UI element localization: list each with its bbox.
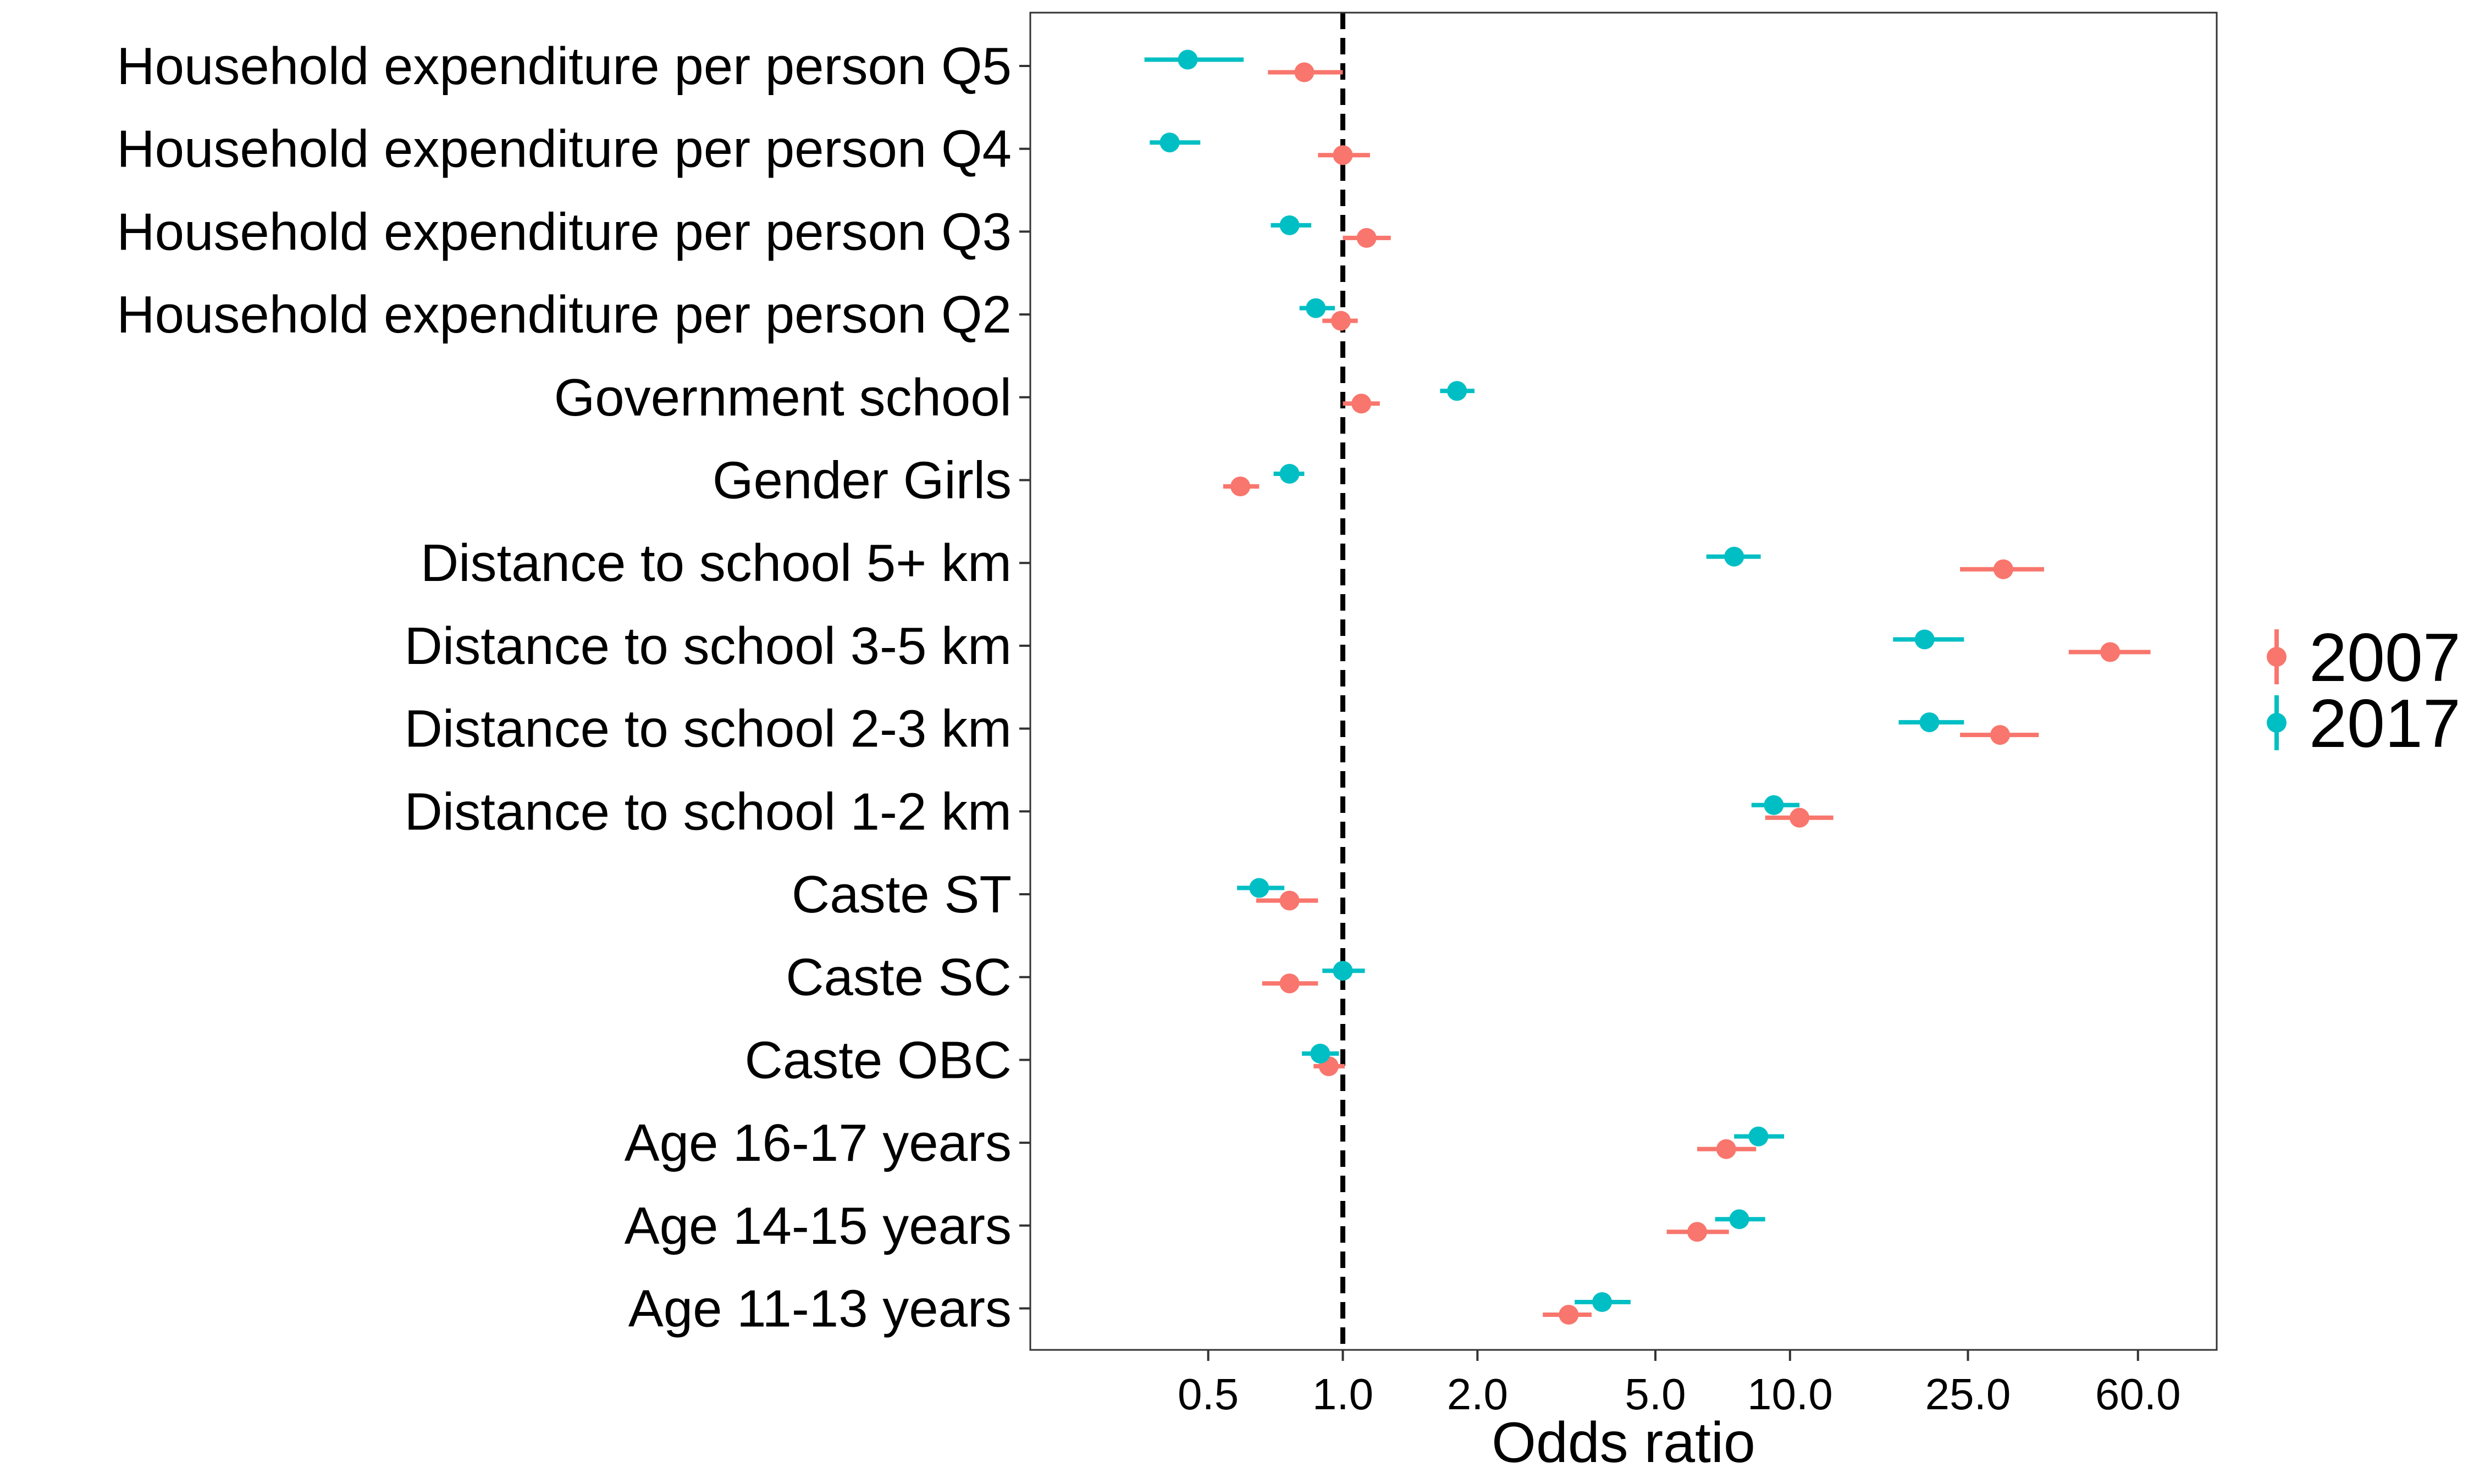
point-2007 (1351, 394, 1372, 414)
y-category-label: Age 11-13 years (628, 1280, 1012, 1338)
point-2017 (1729, 1209, 1749, 1230)
legend-key-point (2267, 647, 2287, 667)
y-category-label: Distance to school 5+ km (421, 534, 1012, 593)
legend-key-point (2267, 713, 2287, 733)
point-2017 (1447, 381, 1467, 401)
point-2007 (1790, 807, 1810, 828)
point-2017 (1748, 1126, 1769, 1147)
point-2017 (1306, 298, 1326, 318)
point-2017 (1914, 629, 1935, 650)
y-category-label: Caste ST (792, 865, 1012, 924)
legend-label: 2017 (2309, 686, 2461, 762)
point-2017 (1159, 132, 1180, 153)
point-2017 (1178, 49, 1198, 70)
point-2017 (1310, 1043, 1330, 1064)
point-2007 (1990, 725, 2010, 745)
y-category-label: Household expenditure per person Q2 (117, 285, 1012, 344)
y-category-label: Household expenditure per person Q3 (117, 202, 1012, 261)
y-category-label: Household expenditure per person Q4 (117, 120, 1012, 179)
series-2017 (1144, 49, 1964, 1312)
y-category-label: Caste OBC (745, 1031, 1012, 1089)
point-2007 (1330, 311, 1351, 331)
point-2007 (1687, 1222, 1708, 1242)
legend-label: 2007 (2309, 620, 2461, 696)
point-2007 (2100, 642, 2120, 662)
point-2017 (1333, 961, 1353, 981)
y-category-label: Distance to school 3-5 km (405, 617, 1012, 675)
x-tick-label: 10.0 (1747, 1370, 1833, 1419)
x-tick-label: 1.0 (1312, 1370, 1373, 1419)
point-2017 (1724, 546, 1744, 567)
legend-item-2007: 2007 (2267, 620, 2461, 696)
x-tick-label: 60.0 (2095, 1370, 2181, 1419)
point-2007 (1279, 973, 1300, 994)
plot-panel-border (1029, 12, 2218, 1351)
point-2017 (1764, 795, 1784, 815)
y-category-label: Government school (554, 368, 1012, 427)
point-2017 (1919, 712, 1940, 733)
x-tick-label: 5.0 (1625, 1370, 1686, 1419)
series-2007 (1223, 62, 2151, 1325)
point-2007 (1230, 477, 1251, 496)
point-2017 (1592, 1292, 1612, 1312)
point-2007 (1279, 890, 1300, 911)
y-category-label: Household expenditure per person Q5 (117, 37, 1012, 96)
point-2017 (1279, 464, 1300, 484)
point-2007 (1716, 1139, 1736, 1159)
y-category-label: Distance to school 1-2 km (405, 782, 1012, 841)
y-category-label: Gender Girls (713, 451, 1012, 510)
x-tick-label: 25.0 (1925, 1370, 2011, 1419)
point-2007 (1294, 62, 1315, 82)
point-2007 (1356, 228, 1377, 248)
point-2017 (1279, 215, 1300, 235)
x-tick-label: 0.5 (1178, 1370, 1239, 1419)
y-category-label: Age 14-15 years (625, 1197, 1012, 1255)
x-tick-label: 2.0 (1447, 1370, 1508, 1419)
y-category-label: Age 16-17 years (625, 1114, 1012, 1172)
legend-item-2017: 2017 (2267, 686, 2461, 762)
point-2007 (1559, 1305, 1579, 1325)
point-2007 (1333, 145, 1353, 165)
x-axis-title: Odds ratio (1492, 1411, 1755, 1475)
y-category-label: Caste SC (786, 948, 1012, 1007)
y-category-label: Distance to school 2-3 km (405, 700, 1012, 758)
point-2007 (1993, 559, 2013, 579)
point-2017 (1249, 878, 1269, 898)
